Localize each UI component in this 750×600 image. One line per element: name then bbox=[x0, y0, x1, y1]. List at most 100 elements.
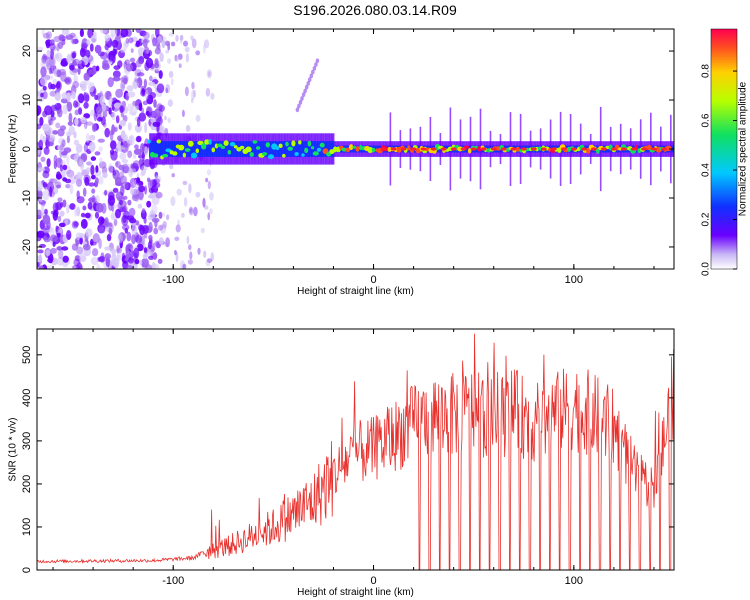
band-core bbox=[331, 141, 334, 157]
band-core bbox=[163, 141, 165, 157]
noise-blob bbox=[130, 48, 134, 53]
noise-blob bbox=[135, 234, 143, 244]
band-core bbox=[285, 141, 287, 157]
noise-blob bbox=[191, 38, 197, 49]
band-core bbox=[158, 141, 161, 157]
noise-blob bbox=[167, 99, 173, 107]
band-blob bbox=[301, 153, 305, 157]
band-core bbox=[300, 141, 302, 157]
noise-blob bbox=[188, 244, 192, 251]
noise-blob bbox=[104, 90, 111, 100]
noise-blob bbox=[139, 30, 147, 37]
snr-frame bbox=[36, 328, 675, 571]
noise-blob bbox=[108, 107, 112, 115]
noise-blob bbox=[159, 223, 167, 234]
noise-blob bbox=[174, 236, 180, 241]
noise-blob bbox=[41, 55, 48, 64]
noise-blob bbox=[81, 38, 89, 49]
noise-blob bbox=[54, 92, 61, 101]
noise-blob bbox=[97, 138, 106, 143]
noise-blob bbox=[73, 100, 79, 108]
noise-blob bbox=[53, 154, 58, 165]
band-core bbox=[175, 141, 177, 157]
band-blob bbox=[387, 147, 392, 152]
noise-blob bbox=[90, 241, 97, 246]
noise-blob bbox=[88, 141, 96, 152]
noise-blob bbox=[90, 34, 98, 44]
noise-blob bbox=[162, 212, 166, 217]
noise-blob bbox=[154, 171, 159, 179]
noise-blob bbox=[157, 258, 163, 264]
noise-blob bbox=[90, 164, 95, 176]
noise-blob bbox=[88, 82, 95, 93]
band-blob bbox=[515, 146, 520, 152]
noise-blob bbox=[85, 228, 93, 238]
noise-blob bbox=[41, 201, 46, 207]
band-core bbox=[353, 145, 355, 153]
noise-blob bbox=[122, 205, 128, 213]
noise-blob bbox=[53, 209, 59, 217]
rising-tone-mark bbox=[306, 81, 311, 86]
noise-blob bbox=[98, 176, 104, 185]
noise-blob bbox=[75, 143, 83, 153]
band-blob bbox=[352, 145, 357, 149]
snr-line-group bbox=[37, 333, 674, 570]
band-core bbox=[286, 141, 288, 157]
band-core bbox=[150, 141, 152, 157]
band-peak bbox=[580, 147, 587, 151]
band-core bbox=[307, 141, 310, 157]
band-blob bbox=[256, 146, 261, 150]
band-peak bbox=[470, 147, 477, 151]
noise-blob bbox=[70, 91, 76, 99]
noise-blob bbox=[42, 32, 50, 39]
noise-blob bbox=[210, 252, 214, 262]
snr-ytick-label: 400 bbox=[21, 389, 33, 407]
noise-blob bbox=[61, 92, 70, 100]
noise-blob bbox=[138, 112, 147, 122]
noise-blob bbox=[138, 185, 146, 193]
noise-blob bbox=[79, 47, 86, 58]
noise-blob bbox=[43, 225, 51, 231]
rising-tone-mark bbox=[297, 103, 301, 109]
band-core bbox=[316, 141, 318, 157]
band-core bbox=[226, 141, 228, 157]
band-core bbox=[253, 141, 255, 157]
noise-blob bbox=[43, 166, 50, 174]
noise-blob bbox=[98, 256, 106, 263]
noise-blob bbox=[82, 243, 91, 251]
band-core bbox=[313, 141, 316, 157]
noise-blob bbox=[134, 78, 141, 83]
band-core bbox=[352, 145, 354, 153]
spectrogram-xtick-label: 0 bbox=[370, 274, 376, 286]
noise-blob bbox=[50, 234, 58, 242]
noise-blob bbox=[41, 29, 45, 36]
noise-blob bbox=[207, 212, 210, 221]
band-blob bbox=[201, 143, 207, 150]
noise-blob bbox=[48, 56, 56, 68]
noise-blob bbox=[62, 199, 67, 208]
noise-blob bbox=[97, 51, 105, 57]
noise-blob bbox=[124, 227, 128, 234]
noise-blob bbox=[144, 122, 148, 134]
noise-blob bbox=[133, 160, 140, 167]
noise-blob bbox=[203, 250, 207, 258]
noise-blob bbox=[76, 190, 80, 199]
noise-blob bbox=[59, 125, 67, 131]
band-core bbox=[151, 141, 153, 157]
noise-blob bbox=[171, 173, 175, 178]
noise-blob bbox=[153, 227, 159, 235]
band-peak bbox=[641, 147, 647, 151]
band-blob bbox=[178, 144, 185, 151]
band-spike bbox=[409, 128, 412, 170]
noise-blob bbox=[37, 209, 42, 218]
band-blob bbox=[245, 146, 252, 153]
noise-blob bbox=[108, 227, 113, 236]
noise-blob bbox=[191, 81, 195, 90]
noise-blob bbox=[143, 216, 147, 224]
noise-blob bbox=[102, 172, 108, 179]
figure-title: S196.2026.080.03.14.R09 bbox=[293, 2, 457, 18]
noise-blob bbox=[55, 225, 59, 233]
noise-blob bbox=[207, 180, 211, 190]
noise-blob bbox=[54, 181, 62, 188]
noise-blob bbox=[136, 135, 142, 143]
